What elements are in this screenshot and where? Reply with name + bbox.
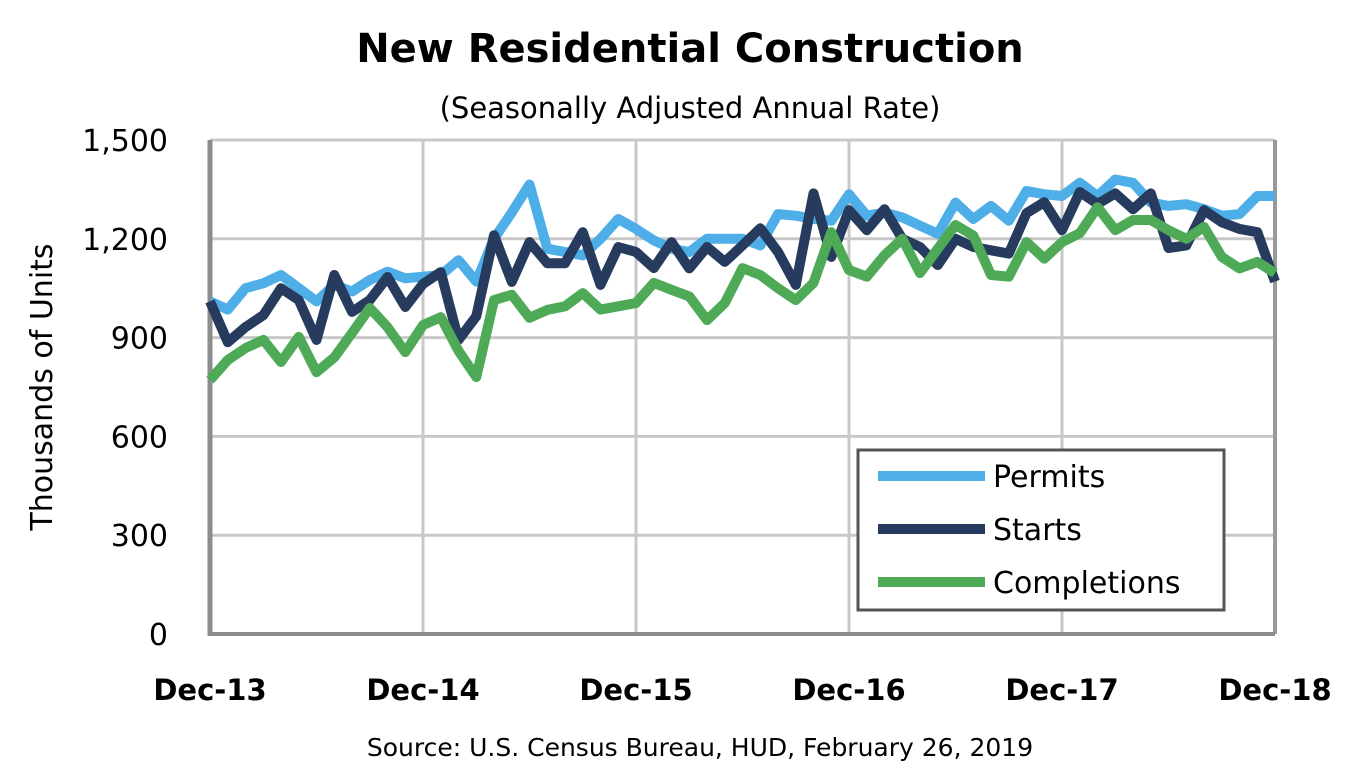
y-tick-label: 1,500	[82, 124, 168, 159]
x-tick-label: Dec-16	[792, 673, 905, 707]
y-axis-label: Thousands of Units	[25, 243, 60, 531]
chart-subtitle: (Seasonally Adjusted Annual Rate)	[440, 91, 941, 125]
legend: Permits Starts Completions	[856, 448, 1226, 612]
x-tick-label: Dec-14	[366, 673, 479, 707]
y-tick-label: 1,200	[82, 223, 168, 258]
y-axis-ticks: 0 300 600 900 1,200 1,500	[82, 124, 168, 653]
x-tick-label: Dec-18	[1218, 673, 1331, 707]
series-line-completions	[206, 202, 1278, 384]
x-axis-ticks: Dec-13 Dec-14 Dec-15 Dec-16 Dec-17 Dec-18	[153, 673, 1331, 707]
x-tick-label: Dec-15	[579, 673, 692, 707]
chart-title: New Residential Construction	[356, 26, 1024, 72]
legend-label: Completions	[993, 566, 1180, 601]
legend-label: Permits	[993, 460, 1105, 495]
y-tick-label: 0	[149, 618, 168, 653]
y-tick-label: 300	[111, 519, 168, 554]
y-tick-label: 600	[111, 420, 168, 455]
legend-label: Starts	[993, 513, 1082, 548]
y-tick-label: 900	[111, 322, 168, 357]
source-note: Source: U.S. Census Bureau, HUD, Februar…	[367, 733, 1033, 762]
x-tick-label: Dec-17	[1005, 673, 1118, 707]
series-lines	[205, 174, 1280, 384]
x-tick-label: Dec-13	[153, 673, 266, 707]
